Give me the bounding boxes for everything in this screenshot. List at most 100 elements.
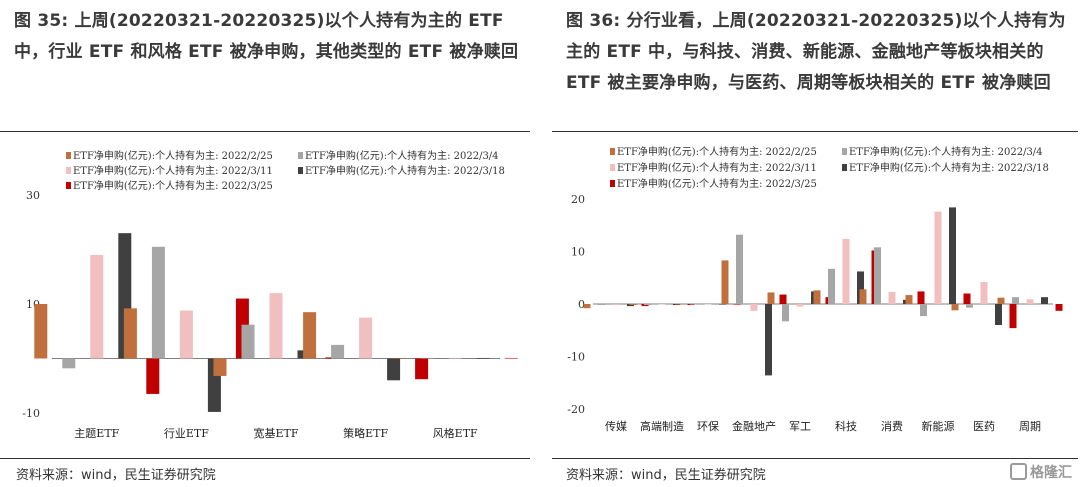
- bar: [1041, 297, 1048, 304]
- bar: [213, 358, 227, 376]
- bar: [179, 310, 193, 359]
- bar: [874, 247, 881, 304]
- bar: [387, 358, 401, 381]
- legend-label: ETF净申购(亿元):个人持有为主: 2022/2/25: [617, 145, 817, 158]
- bar: [1009, 304, 1017, 329]
- bar: [796, 304, 804, 307]
- legend-swatch: [610, 148, 615, 155]
- bar: [859, 289, 867, 304]
- legend-swatch: [66, 182, 71, 189]
- bar: [62, 358, 76, 369]
- bar: [966, 304, 973, 308]
- bar: [123, 308, 137, 359]
- category-label: 金融地产: [732, 419, 776, 433]
- bar: [644, 304, 651, 306]
- chart-panel-right: 图 36: 分行业看，上周(20220321-20220325)以个人持有为主的…: [548, 0, 1080, 487]
- bar: [269, 293, 283, 359]
- legend-swatch: [298, 152, 303, 159]
- bar: [733, 304, 741, 305]
- category-label: 军工: [789, 420, 811, 433]
- category-label: 宽基ETF: [254, 426, 299, 440]
- category-label: 科技: [835, 419, 857, 433]
- category-label: 主题ETF: [74, 427, 119, 440]
- source-note: 资料来源：wind，民生证券研究院: [566, 468, 766, 483]
- bar-chart-asset-type: ETF净申购(亿元):个人持有为主: 2022/2/25 ETF净申购(亿元):个…: [22, 149, 518, 440]
- y-tick-label: 20: [571, 193, 585, 206]
- category-label: 新能源: [922, 419, 955, 433]
- bar-chart-industry: ETF净申购(亿元):个人持有为主: 2022/2/25 ETF净申购(亿元):个…: [567, 145, 1063, 433]
- bar: [736, 234, 743, 304]
- bar: [359, 317, 373, 359]
- legend-label: ETF净申购(亿元):个人持有为主: 2022/3/18: [849, 161, 1049, 174]
- bar: [980, 281, 988, 304]
- legend-label: ETF净申购(亿元):个人持有为主: 2022/3/25: [73, 179, 273, 192]
- bar: [905, 295, 913, 304]
- legend-label: ETF净申购(亿元):个人持有为主: 2022/3/4: [305, 149, 499, 162]
- bar: [917, 291, 925, 304]
- chart-panel-left: 图 35: 上周(20220321-20220325)以个人持有为主的 ETF …: [0, 0, 530, 487]
- category-label: 风格ETF: [433, 426, 478, 440]
- bar: [90, 254, 104, 359]
- legend-label: ETF净申购(亿元):个人持有为主: 2022/3/4: [849, 145, 1043, 158]
- bar: [448, 357, 462, 359]
- legend-swatch: [610, 180, 615, 187]
- bar: [842, 238, 850, 304]
- bar: [1055, 304, 1063, 311]
- bar: [151, 246, 165, 359]
- source-rule: [552, 458, 1078, 459]
- bar: [658, 304, 666, 305]
- watermark-text: 格隆汇: [1030, 465, 1072, 481]
- bar: [612, 304, 620, 306]
- legend-label: ETF净申购(亿元):个人持有为主: 2022/3/11: [73, 164, 273, 177]
- bar: [629, 304, 637, 306]
- legend-swatch: [66, 167, 71, 174]
- bar: [392, 357, 406, 359]
- y-tick-label: 0: [578, 298, 585, 311]
- source-rule: [0, 458, 530, 459]
- bar: [721, 260, 729, 304]
- y-tick-label: -10: [22, 407, 40, 420]
- bar: [1026, 299, 1034, 304]
- bar: [857, 271, 864, 304]
- y-tick-label: -10: [567, 351, 585, 364]
- legend-label: ETF净申购(亿元):个人持有为主: 2022/3/25: [617, 177, 817, 190]
- bar: [997, 297, 1005, 304]
- legend-label: ETF净申购(亿元):个人持有为主: 2022/3/11: [617, 161, 817, 174]
- bar: [420, 357, 434, 359]
- y-tick-label: 30: [26, 189, 40, 202]
- bar: [782, 304, 789, 322]
- category-label: 环保: [697, 419, 719, 433]
- bar: [765, 304, 772, 376]
- bar: [1012, 297, 1019, 304]
- watermark-logo-icon: [1010, 463, 1027, 480]
- watermark: 格隆汇: [1010, 462, 1072, 482]
- bar: [583, 304, 591, 309]
- y-tick-label: 10: [571, 246, 585, 259]
- category-label: 行业ETF: [164, 427, 209, 440]
- bar: [675, 304, 683, 305]
- bar: [34, 304, 48, 359]
- category-label: 医药: [973, 420, 995, 433]
- category-label: 高端制造: [640, 419, 684, 433]
- bar: [888, 291, 896, 304]
- legend-label: ETF净申购(亿元):个人持有为主: 2022/2/25: [73, 149, 273, 162]
- y-tick-label: -20: [567, 403, 585, 416]
- bar: [690, 304, 697, 305]
- bar: [920, 304, 927, 317]
- bar: [504, 357, 518, 359]
- bar: [767, 292, 775, 304]
- bar: [719, 304, 726, 305]
- bar: [476, 357, 490, 359]
- bar: [949, 207, 956, 304]
- bar: [331, 344, 345, 359]
- bar: [779, 294, 787, 304]
- source-note: 资料来源：wind，民生证券研究院: [16, 468, 216, 483]
- bar: [598, 304, 605, 306]
- bar: [415, 358, 429, 380]
- bar: [934, 211, 942, 304]
- bar: [951, 304, 959, 311]
- legend-label: ETF净申购(亿元):个人持有为主: 2022/3/18: [305, 164, 505, 177]
- bar: [813, 290, 821, 304]
- category-label: 策略ETF: [343, 426, 388, 440]
- bar: [704, 304, 712, 305]
